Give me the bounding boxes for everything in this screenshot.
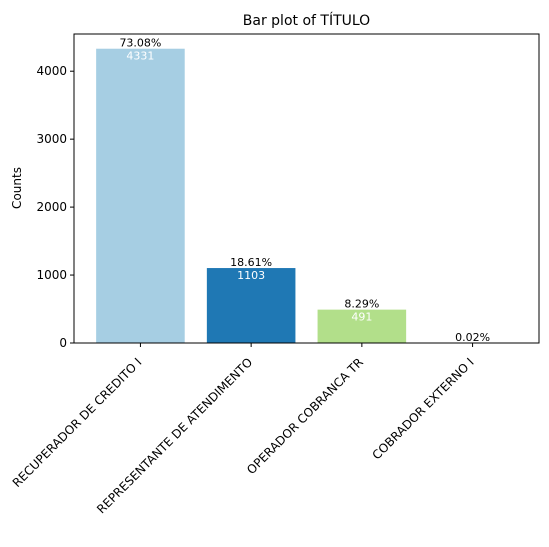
x-tick-label-1: RECUPERADOR DE CREDITO I [10,355,145,490]
y-tick-label-1000: 1000 [36,268,67,282]
y-tick-label-2000: 2000 [36,200,67,214]
bar-3 [317,309,407,343]
percent-label-3: 8.29% [344,298,379,311]
bars-group [96,48,517,343]
y-axis: 0 1000 2000 3000 4000 [36,64,74,350]
percent-label-4: 0.02% [455,331,490,344]
bar-2 [206,268,296,343]
y-tick-label-4000: 4000 [36,64,67,78]
y-axis-label: Counts [10,167,24,209]
value-label-2: 1103 [237,269,265,282]
percent-label-2: 18.61% [230,256,272,269]
x-tick-label-4: COBRADOR EXTERNO I [370,355,477,462]
bar-1 [96,48,185,343]
y-tick-label-3000: 3000 [36,132,67,146]
x-tick-label-3: OPERADOR COBRANCA TR [244,355,366,477]
data-labels-group: 73.08%4331 18.61%1103 8.29%491 0.02% [119,37,490,344]
value-label-1: 4331 [126,50,154,63]
plot-frame [73,33,540,344]
chart-title: Bar plot of TÍTULO [243,12,370,29]
value-label-3: 491 [351,311,372,324]
y-tick-label-0: 0 [59,336,67,350]
percent-label-1: 73.08% [119,37,161,50]
